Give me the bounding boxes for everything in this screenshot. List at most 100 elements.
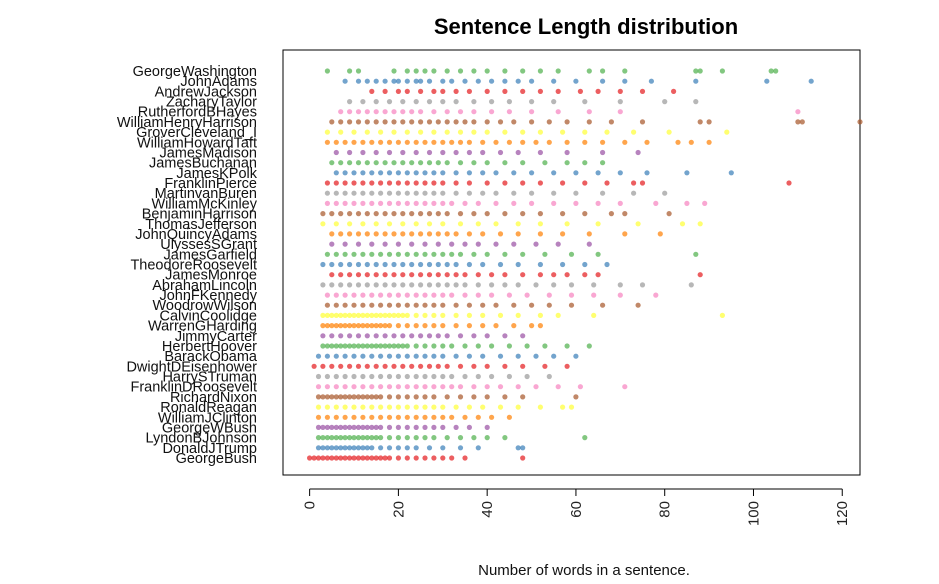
- data-point: [564, 160, 570, 166]
- data-point: [338, 333, 344, 339]
- data-point: [475, 241, 481, 247]
- data-point: [453, 404, 459, 410]
- data-point: [582, 435, 588, 441]
- data-point: [400, 363, 406, 369]
- data-point: [378, 323, 384, 329]
- data-point: [386, 139, 393, 145]
- data-point: [329, 231, 335, 237]
- data-point: [395, 241, 401, 247]
- data-point: [449, 414, 455, 420]
- data-point: [502, 78, 508, 84]
- data-point: [422, 312, 428, 318]
- data-point: [697, 221, 703, 227]
- series-HarrySTruman: [315, 373, 552, 380]
- data-point: [431, 373, 437, 380]
- data-point: [693, 251, 699, 257]
- data-point: [364, 323, 370, 329]
- data-point: [413, 170, 419, 176]
- data-point: [684, 200, 690, 206]
- data-point: [333, 302, 339, 308]
- data-point: [347, 149, 353, 156]
- data-point: [413, 190, 419, 196]
- data-point: [320, 455, 326, 461]
- data-point: [351, 292, 357, 298]
- data-point: [440, 292, 446, 298]
- data-point: [457, 109, 464, 115]
- data-point: [466, 231, 472, 237]
- data-point: [355, 68, 362, 74]
- series-JamesKPolk: [333, 170, 734, 176]
- data-point: [364, 282, 370, 288]
- data-point: [555, 241, 561, 247]
- row-label-JamesMadison: JamesMadison: [159, 146, 257, 162]
- data-point: [324, 190, 330, 196]
- data-point: [364, 435, 370, 441]
- series-LyndonBJohnson: [315, 435, 588, 441]
- data-point: [382, 119, 388, 125]
- data-point: [582, 180, 588, 186]
- data-point: [475, 272, 481, 278]
- data-point: [520, 139, 526, 145]
- data-point: [435, 211, 441, 217]
- data-point: [639, 282, 646, 288]
- data-point: [577, 88, 584, 94]
- data-point: [404, 251, 410, 257]
- data-point: [351, 343, 357, 349]
- data-point: [333, 200, 339, 206]
- row-label-FranklinDRoosevelt: FranklinDRoosevelt: [130, 380, 257, 396]
- data-point: [324, 302, 330, 308]
- data-point: [462, 78, 468, 84]
- data-point: [551, 99, 557, 105]
- data-point: [462, 282, 468, 288]
- data-point: [524, 373, 530, 380]
- data-point: [440, 99, 446, 105]
- data-point: [400, 211, 406, 217]
- data-point: [329, 343, 335, 349]
- data-point: [431, 170, 437, 176]
- data-point: [378, 373, 384, 380]
- x-tick-label: 20: [390, 501, 407, 518]
- data-point: [369, 435, 375, 441]
- data-point: [418, 88, 424, 94]
- data-point: [355, 282, 362, 288]
- data-point: [431, 343, 437, 349]
- data-point: [520, 180, 526, 186]
- data-point: [529, 119, 535, 125]
- data-point: [546, 302, 552, 308]
- data-point: [453, 99, 459, 105]
- data-point: [453, 170, 459, 176]
- data-point: [333, 353, 339, 359]
- data-point: [440, 404, 446, 410]
- data-point: [546, 292, 552, 298]
- data-point: [355, 272, 362, 278]
- data-point: [657, 231, 663, 237]
- data-point: [364, 211, 370, 217]
- data-point: [475, 343, 481, 349]
- data-point: [444, 272, 450, 278]
- data-point: [431, 292, 437, 298]
- data-point: [564, 363, 570, 369]
- data-point: [404, 200, 410, 206]
- data-point: [320, 435, 326, 441]
- data-point: [386, 435, 393, 441]
- row-label-BenjaminHarrison: BenjaminHarrison: [142, 207, 257, 223]
- data-point: [422, 200, 428, 206]
- data-point: [489, 343, 495, 349]
- series-GroverCleveland_I: [324, 129, 730, 135]
- data-point: [582, 272, 588, 278]
- data-point: [378, 343, 384, 349]
- data-point: [808, 78, 814, 84]
- data-point: [360, 180, 366, 186]
- data-point: [315, 455, 322, 461]
- data-point: [395, 312, 401, 318]
- data-point: [351, 384, 357, 390]
- data-point: [600, 302, 606, 308]
- data-point: [333, 221, 339, 227]
- data-point: [347, 68, 353, 74]
- data-point: [693, 68, 699, 74]
- data-point: [351, 170, 357, 176]
- data-point: [511, 119, 517, 125]
- data-point: [489, 373, 495, 380]
- data-point: [595, 88, 601, 94]
- data-point: [364, 109, 370, 115]
